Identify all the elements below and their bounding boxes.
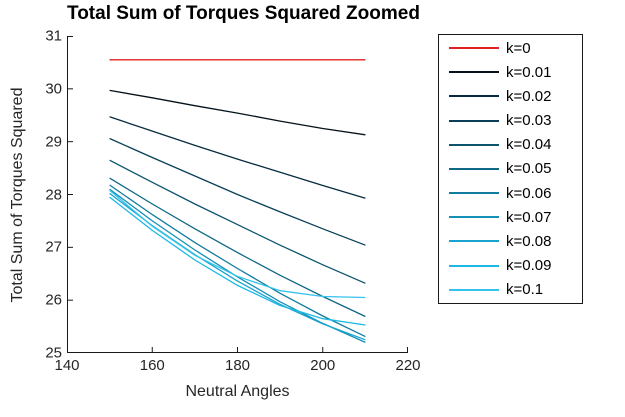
legend-label: k=0.03 bbox=[506, 112, 552, 130]
legend-label: k=0.07 bbox=[506, 208, 552, 226]
y-tick-label: 25 bbox=[45, 344, 62, 362]
legend-line-swatch bbox=[449, 167, 499, 170]
x-tick-label: 220 bbox=[395, 357, 421, 374]
y-tick-label: 29 bbox=[45, 133, 62, 151]
legend-line-swatch bbox=[449, 264, 499, 267]
legend-entry: k=0.05 bbox=[439, 160, 582, 177]
series-line-k=0.01 bbox=[109, 89, 366, 136]
legend-line-swatch bbox=[449, 71, 499, 74]
series-line-k=0.04 bbox=[109, 159, 366, 284]
x-axis-label: Neutral Angles bbox=[185, 383, 290, 400]
legend-line-swatch bbox=[449, 288, 499, 291]
legend-label: k=0 bbox=[506, 39, 531, 57]
series-line-k=0.09 bbox=[109, 196, 366, 326]
chart-title: Total Sum of Torques Squared Zoomed bbox=[67, 3, 420, 24]
legend-entry: k=0.06 bbox=[439, 185, 582, 202]
legend-entry: k=0.08 bbox=[439, 233, 582, 250]
y-tick-label: 27 bbox=[45, 238, 62, 256]
legend-label: k=0.05 bbox=[506, 160, 552, 178]
legend-line-swatch bbox=[449, 119, 499, 122]
series-line-k=0.03 bbox=[109, 137, 366, 246]
legend-line-swatch bbox=[449, 192, 499, 195]
legend-entry: k=0.07 bbox=[439, 209, 582, 226]
y-tick-label: 28 bbox=[45, 186, 62, 203]
x-tick-label: 160 bbox=[139, 357, 165, 374]
legend-line-swatch bbox=[449, 47, 499, 50]
series-line-k=0.06 bbox=[109, 184, 366, 338]
legend-label: k=0.1 bbox=[506, 281, 544, 299]
legend-entry: k=0.02 bbox=[439, 88, 582, 105]
x-tick-label: 180 bbox=[224, 357, 251, 374]
legend-line-swatch bbox=[449, 95, 499, 98]
legend-label: k=0.04 bbox=[506, 136, 552, 154]
legend-label: k=0.09 bbox=[506, 257, 552, 275]
legend-entry: k=0.1 bbox=[439, 281, 582, 298]
legend-label: k=0.06 bbox=[506, 184, 552, 202]
legend-entry: k=0.03 bbox=[439, 112, 582, 129]
series-line-k=0.02 bbox=[109, 116, 366, 199]
y-tick-label: 31 bbox=[45, 27, 62, 45]
legend-line-swatch bbox=[449, 143, 499, 146]
legend-line-swatch bbox=[449, 216, 499, 219]
legend-entry: k=0.09 bbox=[439, 257, 582, 274]
legend-box: k=0 k=0.01 k=0.02 k=0.03 k=0.04 k=0.05 k=0.06 k… bbox=[438, 34, 583, 304]
legend-label: k=0.08 bbox=[506, 232, 552, 250]
series-line-k=0.1 bbox=[109, 189, 366, 299]
legend-label: k=0.01 bbox=[506, 63, 552, 81]
x-tick-label: 200 bbox=[310, 357, 336, 374]
legend-line-swatch bbox=[449, 240, 499, 243]
plot-svg bbox=[67, 36, 408, 353]
y-axis-label: Total Sum of Torques Squared bbox=[9, 87, 26, 303]
legend-label: k=0.02 bbox=[506, 87, 552, 105]
series-line-k=0.05 bbox=[109, 177, 366, 318]
legend-entry: k=0 bbox=[439, 40, 582, 57]
y-tick-label: 30 bbox=[45, 80, 62, 98]
y-tick-label: 26 bbox=[45, 291, 62, 309]
legend-entry: k=0.04 bbox=[439, 136, 582, 153]
x-tick-label: 140 bbox=[54, 357, 80, 374]
legend-entry: k=0.01 bbox=[439, 64, 582, 81]
